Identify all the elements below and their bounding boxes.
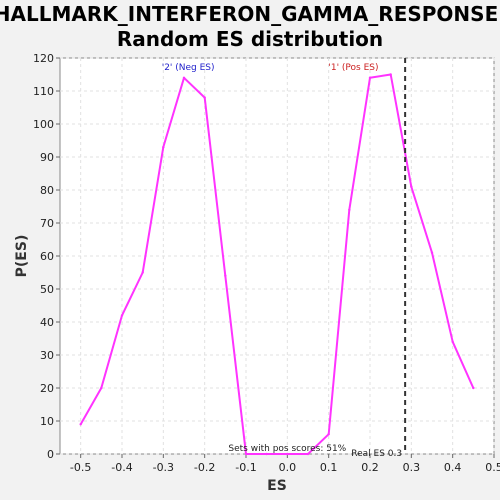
data-point [327, 433, 330, 436]
x-tick-label: -0.3 [153, 461, 174, 474]
pos-scores-label: Sets with pos scores: 51% [228, 444, 346, 454]
y-tick-label: 50 [40, 283, 54, 296]
y-tick-label: 100 [33, 118, 54, 131]
chart-title-line2: Random ES distribution [117, 27, 383, 51]
y-tick-label: 20 [40, 382, 54, 395]
series-group [79, 73, 475, 456]
x-tick-label: -0.2 [194, 461, 215, 474]
data-point [306, 452, 310, 456]
pos-es-label: '1' (Pos ES) [328, 63, 378, 73]
x-tick-label: 0.2 [361, 461, 379, 474]
data-point [162, 145, 165, 149]
data-point [430, 251, 434, 254]
x-tick-label: 0.4 [444, 461, 462, 474]
data-point [348, 208, 351, 211]
y-tick-label: 40 [40, 316, 54, 329]
x-tick-label: 0.1 [320, 461, 338, 474]
y-tick-label: 70 [40, 217, 54, 230]
y-tick-label: 10 [40, 415, 54, 428]
x-axis-label: ES [267, 478, 287, 494]
y-tick-label: 110 [33, 85, 54, 98]
grid-lines [60, 57, 495, 455]
data-point [472, 386, 475, 390]
data-point [451, 340, 454, 343]
y-tick-label: 30 [40, 349, 54, 362]
annotations-group: '2' (Neg ES) '1' (Pos ES) Sets with pos sc… [162, 58, 407, 459]
data-point [224, 274, 227, 277]
x-tick-label: -0.5 [70, 461, 91, 474]
data-point [79, 423, 82, 426]
data-point [410, 185, 413, 188]
neg-es-label: '2' (Neg ES) [162, 63, 215, 73]
data-point [120, 314, 124, 317]
real-es-label: Real ES 0.3 [351, 449, 402, 459]
y-tick-label: 90 [40, 151, 54, 164]
y-tick-label: 80 [40, 184, 54, 197]
y-tick-label: 60 [40, 250, 54, 263]
data-point [182, 76, 186, 80]
data-point [389, 73, 392, 76]
x-tick-label: 0.5 [485, 461, 500, 474]
y-axis-label: P(ES) [14, 235, 30, 278]
x-tick-label: -0.4 [111, 461, 132, 474]
x-tick-label: -0.1 [235, 461, 256, 474]
series-line [79, 73, 475, 455]
data-point [244, 452, 248, 456]
data-point [100, 386, 103, 390]
data-point [265, 452, 268, 456]
data-point [286, 452, 289, 456]
data-point [141, 271, 144, 274]
chart-title-line1: HALLMARK_INTERFERON_GAMMA_RESPONSE: [0, 2, 500, 26]
data-point [368, 76, 372, 80]
data-point [203, 96, 206, 99]
y-tick-label: 0 [47, 448, 54, 461]
axis-ticks: 0 10 20 30 40 50 60 70 80 90 100 110 120 -0.5 -0.4 -0.3… [33, 52, 500, 474]
x-tick-label: 0.0 [279, 461, 297, 474]
x-tick-label: 0.3 [403, 461, 421, 474]
y-tick-label: 120 [33, 52, 54, 65]
